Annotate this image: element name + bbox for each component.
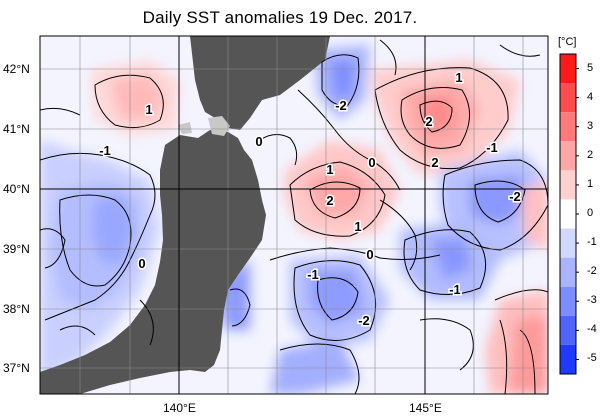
contour-lines [40, 39, 548, 394]
contour-label: -1 [449, 282, 461, 297]
contour-label-group: 1 -2 1 2 -1 0 0 2 -1 1 2 -2 1 0 0 -1 -1 … [98, 69, 523, 330]
contour-label: -2 [509, 189, 521, 204]
contour-label: -2 [358, 313, 370, 328]
colorbar-segment [560, 199, 576, 229]
contour-label: -1 [99, 143, 111, 158]
contour-label: 1 [145, 102, 152, 117]
contour-label: 2 [431, 155, 438, 170]
lat-label-41: 41°N [3, 122, 30, 136]
colorbar-tick-label: -3 [587, 294, 597, 307]
colorbar-tick-label: 4 [587, 90, 594, 103]
contour-label: 0 [368, 155, 375, 170]
map-title: Daily SST anomalies 19 Dec. 2017. [142, 8, 418, 27]
colorbar-tick-label: -2 [587, 265, 597, 278]
lat-label-37: 37°N [3, 361, 30, 375]
colorbar-segment [560, 112, 576, 142]
colorbar-unit: [°C] [558, 36, 577, 48]
contour-label: -2 [335, 98, 347, 113]
lat-label-42: 42°N [3, 62, 30, 76]
bay-patch [208, 116, 230, 136]
lon-label-140: 140°E [163, 401, 196, 415]
contour-label: 1 [455, 70, 462, 85]
graticule [40, 36, 548, 394]
colorbar [559, 53, 579, 375]
lat-label-40: 40°N [3, 182, 30, 196]
colorbar-tick-label: 5 [587, 61, 594, 74]
colorbar-segment [560, 257, 576, 287]
colorbar-tick-label: -5 [587, 352, 597, 365]
colorbar-tick-label: 2 [587, 148, 594, 161]
lat-label-39: 39°N [3, 242, 30, 256]
contour-label: 0 [255, 134, 262, 149]
contour-label: 0 [138, 256, 145, 271]
colorbar-segment [560, 286, 576, 316]
colorbar-tick-label: 1 [587, 177, 594, 190]
land-mass [40, 36, 330, 394]
lat-label-38: 38°N [3, 302, 30, 316]
colorbar-tick-label: -1 [587, 236, 597, 249]
colorbar-tick-label: 0 [587, 207, 594, 219]
contour-label: 1 [354, 219, 361, 234]
graticule-major [40, 36, 548, 394]
colorbar-segment [560, 83, 576, 113]
colorbar-segment [560, 170, 576, 200]
colorbar-tick-label: 3 [587, 119, 594, 132]
contour-label: 2 [425, 114, 432, 129]
colorbar-segment [560, 141, 576, 171]
contour-label: -1 [307, 267, 319, 282]
colorbar-segment [560, 315, 576, 345]
colorbar-segment [560, 344, 576, 374]
colorbar-segment [560, 54, 576, 84]
colorbar-tick-label: -4 [587, 323, 597, 336]
map-frame [39, 35, 549, 395]
contour-label: 1 [326, 162, 333, 177]
colorbar-segment [560, 228, 576, 258]
contour-label: -1 [486, 140, 498, 155]
lon-label-145: 145°E [409, 401, 442, 415]
contour-label: 2 [326, 193, 333, 208]
contour-label: 0 [366, 247, 373, 262]
